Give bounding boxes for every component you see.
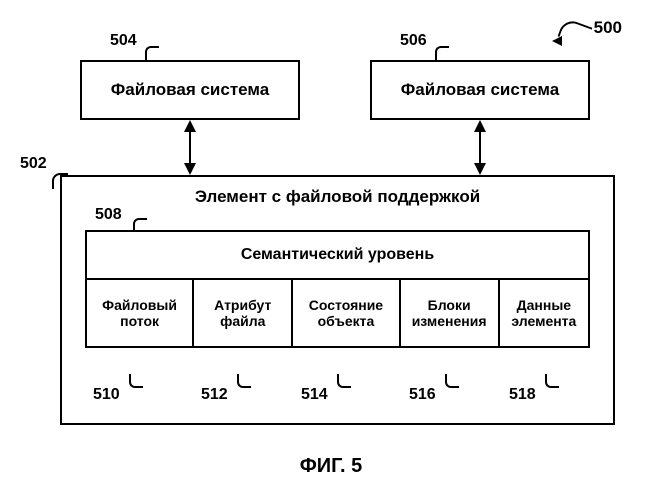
semantic-cell-516: Блокиизменения [401,280,500,346]
semantic-cell-512: Атрибутфайла [194,280,293,346]
semantic-cell-518: Данныеэлемента [500,280,588,346]
main-ref-leader [52,173,68,189]
cell-ref-leader-518 [545,374,559,388]
cell-ref-518: 518 [509,386,536,404]
figure-caption: ФИГ. 5 [0,455,662,478]
figure-ref-curve [557,17,592,46]
semantic-cell-514: Состояниеобъекта [293,280,400,346]
fs_right-label: Файловая система [401,80,559,100]
semantic-ref: 508 [95,206,122,224]
arrow-left-line [189,130,191,165]
fs_right-ref: 506 [400,32,427,50]
cell-ref-516: 516 [409,386,436,404]
arrow-right-down [474,163,486,175]
semantic-cell-510: Файловыйпоток [87,280,194,346]
semantic-row: ФайловыйпотокАтрибутфайлаСостояниеобъект… [87,280,588,346]
fs_left-label: Файловая система [111,80,269,100]
main-ref: 502 [20,155,47,173]
cell-ref-leader-512 [237,374,251,388]
figure-ref: 500 [594,18,622,38]
fs_right-ref-leader [435,46,449,60]
fs_left-ref: 504 [110,32,137,50]
cell-ref-510: 510 [93,386,120,404]
semantic-header: Семантический уровень [87,232,588,280]
cell-ref-leader-510 [129,374,143,388]
fs_left-box: Файловая система [80,60,300,120]
main-title: Элемент с файловой поддержкой [62,187,613,207]
cell-ref-514: 514 [301,386,328,404]
fs_left-ref-leader [145,46,159,60]
fs_right-box: Файловая система [370,60,590,120]
cell-ref-512: 512 [201,386,228,404]
figure-ref-arrowhead [552,36,562,46]
semantic-ref-leader [133,218,147,232]
arrow-right-up [474,120,486,132]
arrow-left-up [184,120,196,132]
arrow-left-down [184,163,196,175]
cell-ref-leader-514 [337,374,351,388]
arrow-right-line [479,130,481,165]
cell-ref-leader-516 [445,374,459,388]
semantic-table: Семантический уровеньФайловыйпотокАтрибу… [85,230,590,348]
